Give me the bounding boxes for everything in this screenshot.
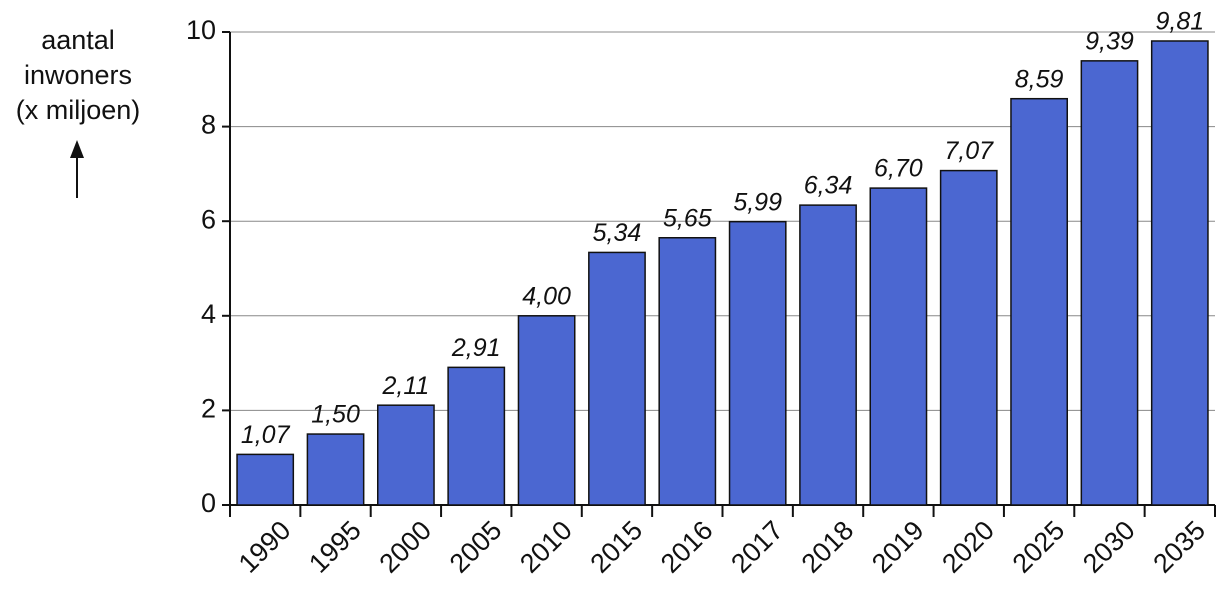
y-tick-label: 4 [201, 299, 216, 329]
value-label: 9,39 [1085, 27, 1134, 55]
value-label: 1,50 [311, 401, 360, 429]
y-arrow-head [70, 140, 84, 158]
y-axis-label: inwoners [24, 60, 132, 90]
y-axis-label: (x miljoen) [16, 95, 141, 125]
value-label: 5,65 [663, 204, 712, 232]
y-tick-label: 8 [201, 110, 216, 140]
x-tick-label: 2010 [514, 515, 578, 579]
x-tick-label: 2015 [585, 515, 649, 579]
x-tick-label: 2005 [444, 515, 508, 579]
bar [1150, 40, 1209, 506]
y-axis-label: aantal [41, 25, 115, 55]
value-label: 2,11 [381, 372, 429, 400]
bar [1010, 97, 1069, 506]
bar [869, 187, 928, 506]
bar [306, 433, 365, 506]
value-label: 9,81 [1155, 8, 1204, 36]
x-tick-label: 2020 [936, 515, 1000, 579]
bar [728, 220, 787, 506]
value-label: 8,59 [1015, 65, 1064, 93]
bar [1080, 60, 1139, 506]
value-label: 5,34 [593, 219, 642, 247]
value-label: 5,99 [733, 188, 782, 216]
x-tick-label: 2019 [866, 515, 930, 579]
x-tick-label: 1990 [233, 515, 297, 579]
y-tick-label: 6 [201, 204, 216, 234]
bar [588, 251, 646, 506]
y-tick-label: 2 [201, 394, 216, 424]
x-tick-label: 2017 [725, 515, 789, 579]
value-label: 1,07 [241, 421, 291, 449]
value-label: 6,34 [804, 172, 853, 200]
x-tick-label: 1995 [303, 515, 367, 579]
bar [377, 404, 435, 506]
y-tick-label: 0 [201, 488, 216, 518]
bar [939, 169, 998, 506]
bar [236, 453, 295, 506]
x-tick-label: 2000 [373, 515, 437, 579]
bar [799, 204, 857, 506]
bar [447, 366, 506, 506]
x-tick-label: 2016 [655, 515, 719, 579]
x-tick-label: 2018 [796, 515, 860, 579]
bar [658, 237, 717, 506]
value-label: 2,91 [451, 334, 501, 362]
x-tick-label: 2025 [1007, 515, 1071, 579]
value-label: 4,00 [522, 282, 571, 310]
value-label: 7,07 [944, 137, 994, 165]
y-tick-label: 10 [186, 15, 216, 45]
x-tick-label: 2035 [1147, 515, 1211, 579]
value-label: 6,70 [874, 155, 923, 183]
bar [517, 315, 576, 506]
x-tick-label: 2030 [1077, 515, 1141, 579]
